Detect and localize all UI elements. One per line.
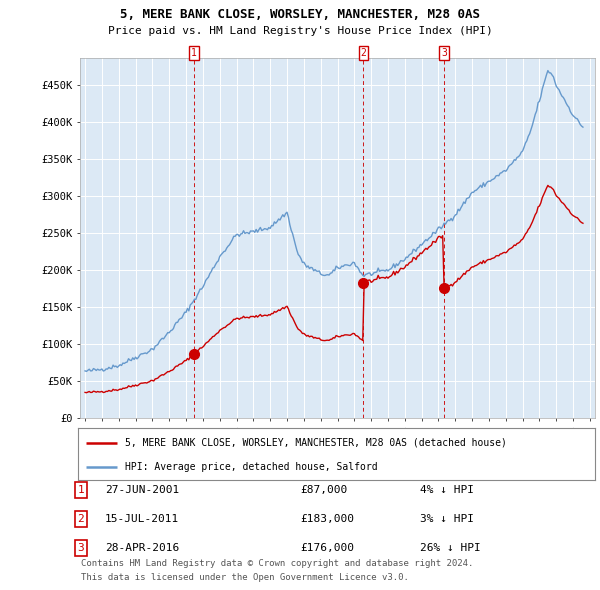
Text: £87,000: £87,000 (300, 485, 347, 495)
Text: 27-JUN-2001: 27-JUN-2001 (105, 485, 179, 495)
Text: 5, MERE BANK CLOSE, WORSLEY, MANCHESTER, M28 0AS (detached house): 5, MERE BANK CLOSE, WORSLEY, MANCHESTER,… (125, 438, 506, 448)
Text: 28-APR-2016: 28-APR-2016 (105, 543, 179, 553)
Text: 5, MERE BANK CLOSE, WORSLEY, MANCHESTER, M28 0AS: 5, MERE BANK CLOSE, WORSLEY, MANCHESTER,… (120, 8, 480, 21)
Text: 2: 2 (361, 48, 367, 58)
Text: 3: 3 (441, 48, 447, 58)
Text: 26% ↓ HPI: 26% ↓ HPI (420, 543, 481, 553)
Text: 3% ↓ HPI: 3% ↓ HPI (420, 514, 474, 524)
Text: 15-JUL-2011: 15-JUL-2011 (105, 514, 179, 524)
Text: 1: 1 (77, 485, 85, 495)
Text: HPI: Average price, detached house, Salford: HPI: Average price, detached house, Salf… (125, 462, 377, 472)
Text: £183,000: £183,000 (300, 514, 354, 524)
Text: 1: 1 (191, 48, 197, 58)
Text: 3: 3 (77, 543, 85, 553)
Text: 2: 2 (77, 514, 85, 524)
Text: Contains HM Land Registry data © Crown copyright and database right 2024.: Contains HM Land Registry data © Crown c… (81, 559, 473, 568)
Text: This data is licensed under the Open Government Licence v3.0.: This data is licensed under the Open Gov… (81, 573, 409, 582)
Text: 4% ↓ HPI: 4% ↓ HPI (420, 485, 474, 495)
Text: £176,000: £176,000 (300, 543, 354, 553)
Text: Price paid vs. HM Land Registry's House Price Index (HPI): Price paid vs. HM Land Registry's House … (107, 26, 493, 36)
